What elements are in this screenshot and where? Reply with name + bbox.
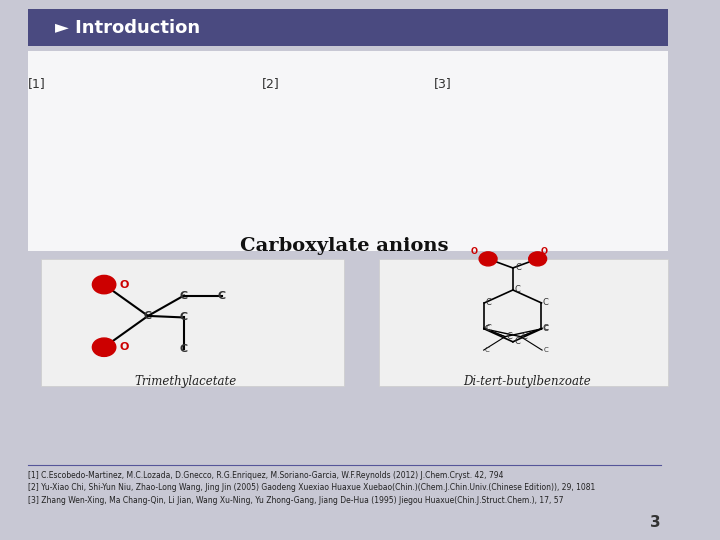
Text: C: C xyxy=(543,325,548,331)
Bar xyxy=(379,259,667,386)
Text: Di-tert-butylbenzoate: Di-tert-butylbenzoate xyxy=(463,375,590,388)
Text: C: C xyxy=(218,291,226,301)
Text: C: C xyxy=(485,325,490,331)
Text: [2]: [2] xyxy=(261,77,279,90)
Circle shape xyxy=(479,252,497,266)
Text: C: C xyxy=(180,313,188,322)
Text: [1] C.Escobedo-Martinez, M.C.Lozada, D.Gnecco, R.G.Enriquez, M.Soriano-Garcia, W: [1] C.Escobedo-Martinez, M.C.Lozada, D.G… xyxy=(27,471,503,480)
Text: C: C xyxy=(543,325,549,333)
Text: 3: 3 xyxy=(650,515,661,530)
Text: C: C xyxy=(485,325,490,331)
Text: Trimethylacetate: Trimethylacetate xyxy=(135,375,237,388)
Text: C: C xyxy=(514,338,520,346)
Text: Carboxylate anions: Carboxylate anions xyxy=(240,237,449,255)
Bar xyxy=(41,259,344,386)
Circle shape xyxy=(528,252,546,266)
Circle shape xyxy=(92,275,116,294)
Text: C: C xyxy=(144,311,152,321)
Text: O: O xyxy=(120,280,129,289)
Text: C: C xyxy=(180,291,188,301)
Text: C: C xyxy=(180,344,188,354)
Text: C: C xyxy=(485,325,491,333)
Text: C: C xyxy=(543,299,549,307)
Circle shape xyxy=(92,338,116,356)
Text: C: C xyxy=(485,347,490,353)
Text: C: C xyxy=(543,347,548,353)
Bar xyxy=(27,9,667,46)
Text: C: C xyxy=(506,332,512,341)
Text: [2] Yu-Xiao Chi, Shi-Yun Niu, Zhao-Long Wang, Jing Jin (2005) Gaodeng Xuexiao Hu: [2] Yu-Xiao Chi, Shi-Yun Niu, Zhao-Long … xyxy=(27,483,595,492)
Text: C: C xyxy=(485,299,491,307)
Text: O: O xyxy=(470,247,477,256)
Text: [3]: [3] xyxy=(433,77,451,90)
Text: C: C xyxy=(516,264,521,273)
Text: C: C xyxy=(543,325,548,331)
Text: ► Introduction: ► Introduction xyxy=(55,18,200,37)
Text: O: O xyxy=(541,247,548,256)
Bar xyxy=(27,51,667,251)
Text: O: O xyxy=(120,342,129,352)
Text: [1]: [1] xyxy=(27,77,45,90)
Text: C: C xyxy=(514,286,520,294)
Text: [3] Zhang Wen-Xing, Ma Chang-Qin, Li Jian, Wang Xu-Ning, Yu Zhong-Gang, Jiang De: [3] Zhang Wen-Xing, Ma Chang-Qin, Li Jia… xyxy=(27,496,563,505)
Text: C: C xyxy=(522,332,528,341)
